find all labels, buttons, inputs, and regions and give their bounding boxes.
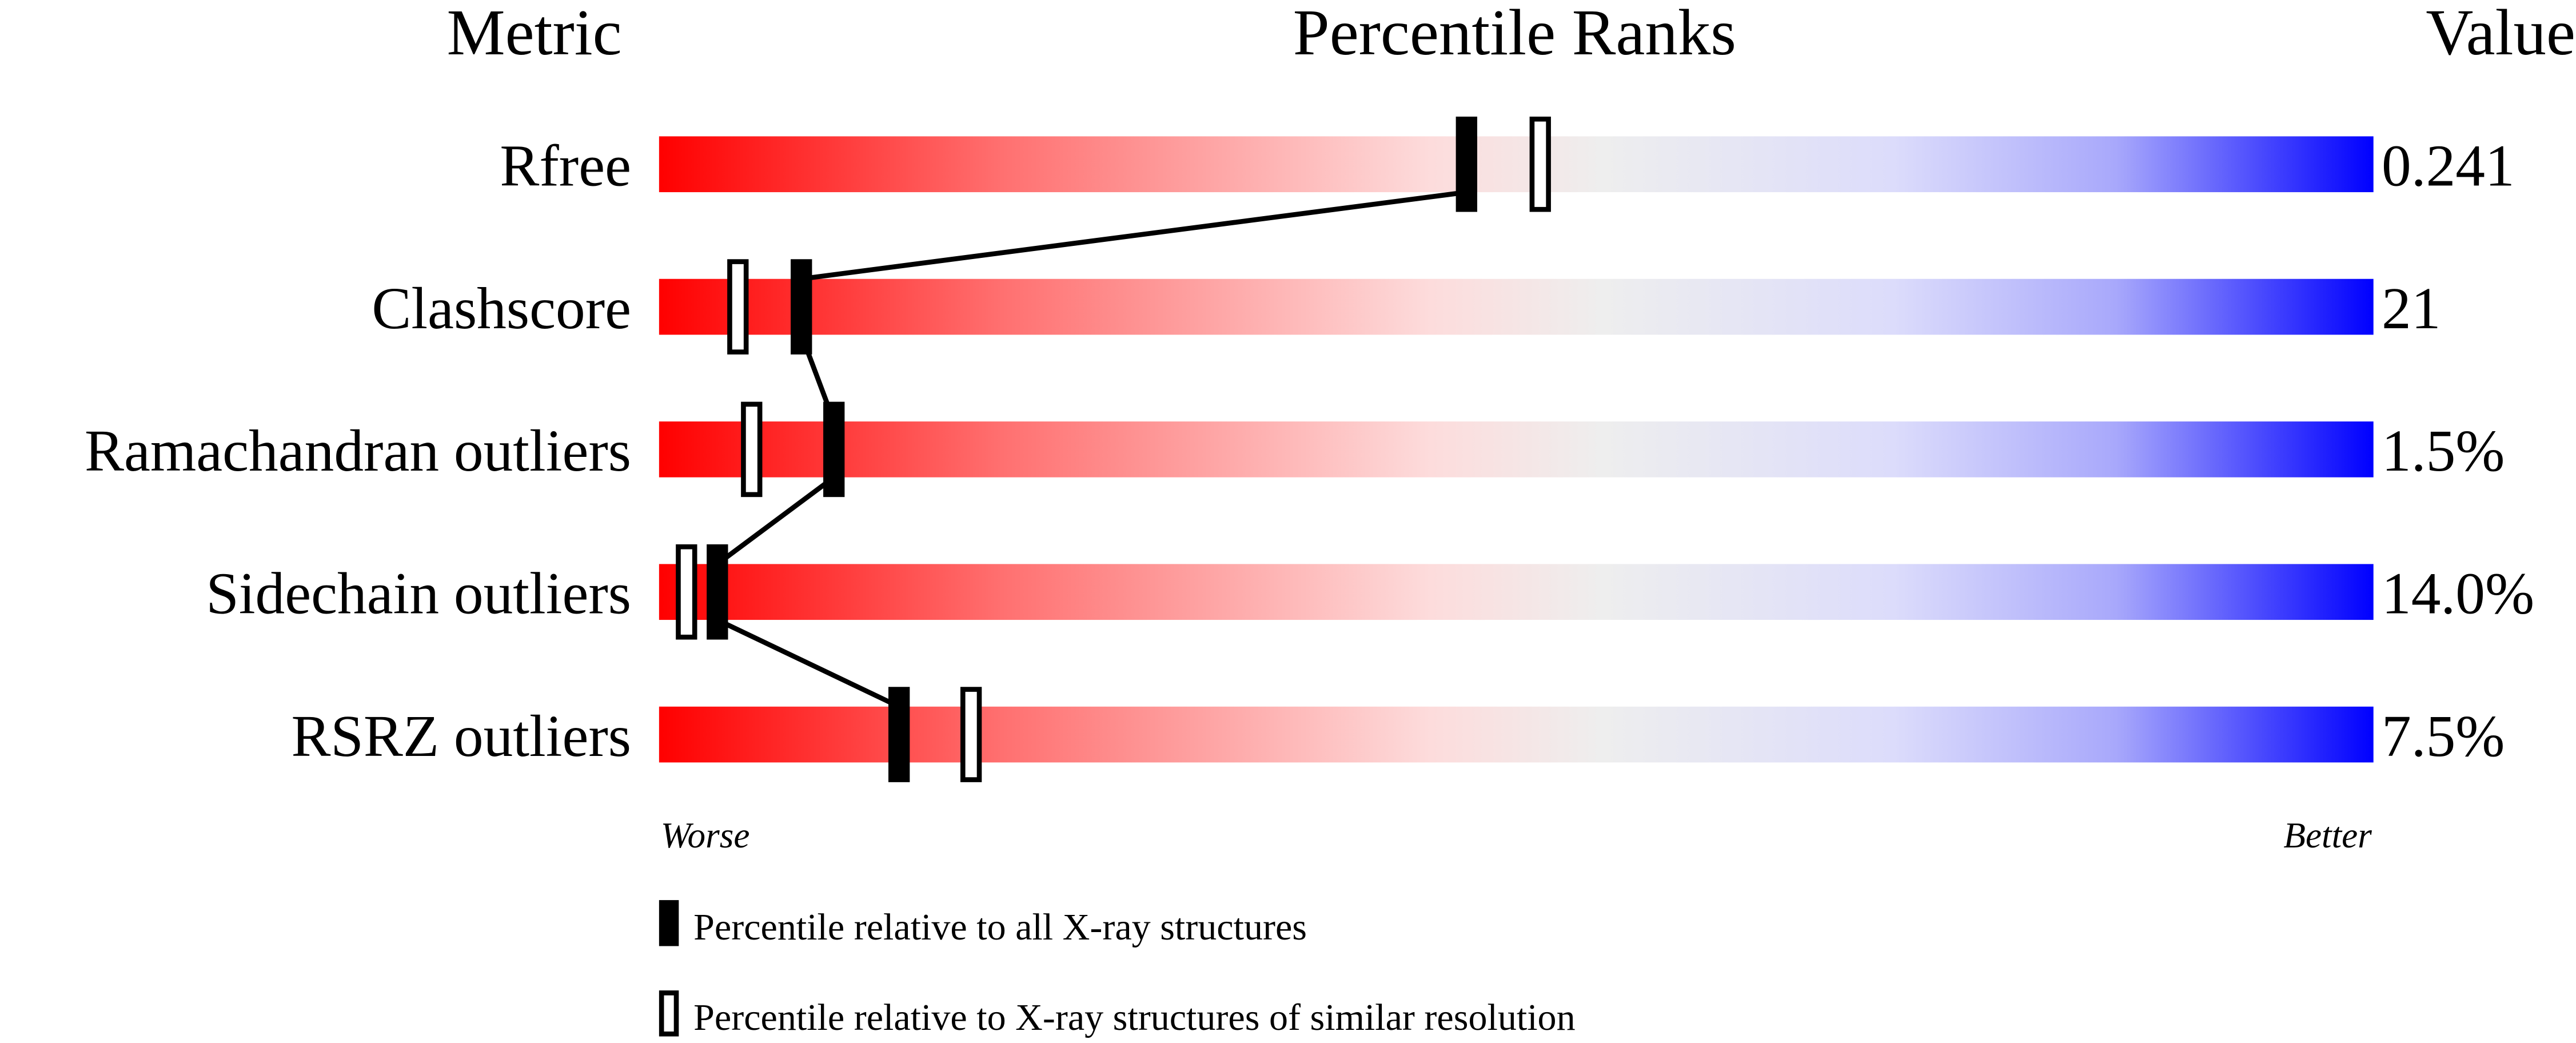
legend-filled-marker <box>659 900 679 946</box>
axis-label-worse: Worse <box>661 815 750 855</box>
marker-all-structures <box>791 259 812 355</box>
marker-similar-resolution <box>741 401 763 497</box>
marker-similar-resolution <box>727 259 749 355</box>
connector-line <box>716 618 900 709</box>
metric-label: Sidechain outliers <box>206 562 631 627</box>
legend-open-label: Percentile relative to X-ray structures … <box>693 997 1575 1038</box>
header-value: Value <box>2426 0 2575 69</box>
marker-all-structures <box>707 544 728 640</box>
metric-value: 7.5% <box>2382 704 2505 769</box>
marker-all-structures <box>1456 116 1477 212</box>
percentile-bar <box>659 136 2374 193</box>
legend-open-marker <box>659 990 679 1037</box>
metric-value: 14.0% <box>2382 562 2534 627</box>
metric-label: Rfree <box>500 134 631 199</box>
axis-label-better: Better <box>2283 815 2372 855</box>
metric-label: RSRZ outliers <box>291 704 631 769</box>
percentile-bar <box>659 564 2374 620</box>
percentile-bar <box>659 706 2374 763</box>
metric-label: Clashscore <box>372 276 631 341</box>
marker-all-structures <box>888 687 910 782</box>
marker-similar-resolution <box>960 687 982 782</box>
metric-value: 0.241 <box>2382 134 2515 199</box>
header-metric: Metric <box>446 0 621 69</box>
metric-label: Ramachandran outliers <box>85 419 631 484</box>
metric-value: 1.5% <box>2382 419 2505 484</box>
marker-all-structures <box>823 401 845 497</box>
metric-value: 21 <box>2382 276 2441 341</box>
percentile-bar <box>659 421 2374 477</box>
percentile-bar <box>659 278 2374 335</box>
connector-line <box>716 475 836 566</box>
header-percentile: Percentile Ranks <box>1293 0 1736 69</box>
legend-filled-label: Percentile relative to all X-ray structu… <box>693 906 1307 948</box>
marker-similar-resolution <box>676 544 697 640</box>
marker-similar-resolution <box>1529 116 1551 212</box>
connector-line <box>801 189 1467 282</box>
